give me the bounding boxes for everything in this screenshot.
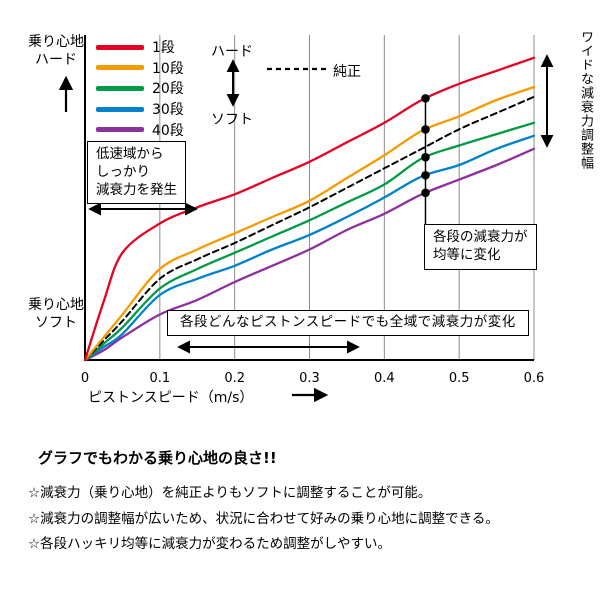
legend-item-step30: 30段 <box>96 99 184 120</box>
data-dots <box>421 94 430 226</box>
legend-hard-label: ハード <box>211 44 253 60</box>
legend-swatch <box>96 127 144 133</box>
x-tick-label: 0.4 <box>374 371 395 386</box>
legend: 1段 10段 20段 30段 40段 <box>96 37 184 140</box>
footer-text: グラフでもわかる乗り心地の良さ!! ☆減衰力（乗り心地）を純正よりもソフトに調整… <box>28 447 594 558</box>
x-tick-label: 0 <box>81 371 89 386</box>
legend-item-step40: 40段 <box>96 119 184 140</box>
footer-bullet-1: ☆減衰力（乗り心地）を純正よりもソフトに調整することが可能。 <box>28 485 432 501</box>
wide-adjust-range-label: ワイドな減衰力調整幅 <box>578 30 593 170</box>
legend-item-step1: 1段 <box>96 37 184 58</box>
y-axis-label-hard: 乗り心地 ハード <box>28 34 84 69</box>
series-line-20段 <box>83 121 536 362</box>
legend-soft-label: ソフト <box>211 112 253 128</box>
series-line-純正 <box>84 95 535 361</box>
legend-stock-label: 純正 <box>333 64 361 80</box>
equal-change-annotation-box: 各段の減衰力が 均等に変化 <box>424 224 537 270</box>
x-axis-label: ピストンスピード（m/s） <box>88 390 254 406</box>
full-range-annotation-box: 各段どんなピストンスピードでも全域で減衰力が変化 <box>167 310 529 336</box>
data-dot <box>421 170 430 180</box>
legend-label: 10段 <box>152 60 184 77</box>
footer-bullet-2: ☆減衰力の調整幅が広いため、状況に合わせて好みの乗り心地に調整できる。 <box>28 510 499 527</box>
legend-swatch <box>96 65 144 71</box>
x-tick-label: 0.1 <box>149 371 170 386</box>
x-tick-label: 0.3 <box>299 371 320 386</box>
series-line-10段 <box>83 85 536 362</box>
data-dot <box>421 94 430 103</box>
low-speed-annotation-box: 低速域から しっかり 減衰力を発生 <box>87 141 186 205</box>
y-axis-label-soft: 乗り心地 ソフト <box>28 297 84 332</box>
x-tick-label: 0.5 <box>449 371 470 386</box>
footer-heading: グラフでもわかる乗り心地の良さ!! <box>38 449 277 467</box>
legend-label: 20段 <box>152 81 184 98</box>
x-tick-label: 0.6 <box>524 371 545 386</box>
series-line-40段 <box>83 147 536 362</box>
legend-swatch <box>96 85 144 91</box>
damping-force-chart: 0 0.1 0.2 0.3 0.4 0.5 0.6 <box>58 35 554 403</box>
legend-label: 40段 <box>152 122 184 139</box>
legend-swatch <box>96 44 144 50</box>
legend-item-step10: 10段 <box>96 58 184 79</box>
series-line-1段 <box>83 56 536 362</box>
series-curves <box>83 56 536 362</box>
x-tick-label: 0.2 <box>224 371 245 386</box>
data-dot <box>421 188 430 198</box>
data-dot <box>421 125 430 134</box>
legend-item-step20: 20段 <box>96 78 184 99</box>
legend-label: 30段 <box>152 102 184 119</box>
series-line-30段 <box>83 134 536 362</box>
footer-bullet-3: ☆各段ハッキリ均等に減衰力が変わるため調整がしやすい。 <box>28 536 391 552</box>
legend-label: 1段 <box>152 40 175 57</box>
x-tick-labels: 0 0.1 0.2 0.3 0.4 0.5 0.6 <box>81 371 544 386</box>
legend-swatch <box>96 106 144 112</box>
data-dot <box>421 152 430 162</box>
